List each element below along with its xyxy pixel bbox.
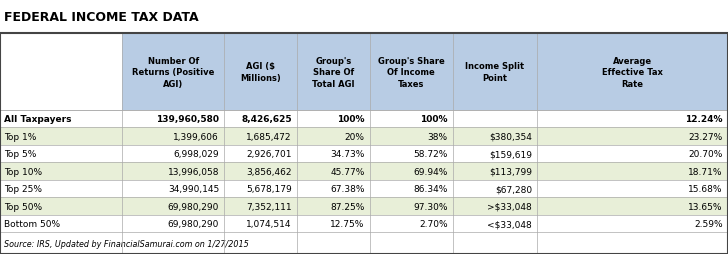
Text: Top 25%: Top 25% [4, 184, 42, 193]
Text: 18.71%: 18.71% [689, 167, 723, 176]
Bar [0, 110, 728, 128]
Text: All Taxpayers: All Taxpayers [4, 115, 72, 124]
Text: 15.68%: 15.68% [689, 184, 723, 193]
Text: Top 1%: Top 1% [4, 132, 36, 141]
Text: 3,856,462: 3,856,462 [246, 167, 292, 176]
Text: 58.72%: 58.72% [414, 150, 448, 158]
Text: 1,399,606: 1,399,606 [173, 132, 219, 141]
Text: 69,980,290: 69,980,290 [167, 219, 219, 228]
Text: 69.94%: 69.94% [414, 167, 448, 176]
Text: 87.25%: 87.25% [331, 202, 365, 211]
Bar [0, 163, 728, 180]
Text: $380,354: $380,354 [489, 132, 532, 141]
Text: 20.70%: 20.70% [689, 150, 723, 158]
Text: 86.34%: 86.34% [414, 184, 448, 193]
Text: >$33,048: >$33,048 [488, 202, 532, 211]
Text: 69,980,290: 69,980,290 [167, 202, 219, 211]
Bar [0, 145, 728, 163]
Text: 34,990,145: 34,990,145 [168, 184, 219, 193]
Text: 23.27%: 23.27% [689, 132, 723, 141]
Text: Top 50%: Top 50% [4, 202, 42, 211]
Text: 2.70%: 2.70% [419, 219, 448, 228]
Text: Bottom 50%: Bottom 50% [4, 219, 60, 228]
Text: 2.59%: 2.59% [695, 219, 723, 228]
Text: 139,960,580: 139,960,580 [156, 115, 219, 124]
Text: 7,352,111: 7,352,111 [246, 202, 292, 211]
Text: Income Split
Point: Income Split Point [465, 62, 525, 83]
Text: 8,426,625: 8,426,625 [241, 115, 292, 124]
Bar [0, 232, 728, 254]
Bar [122, 34, 728, 110]
Bar [0, 198, 728, 215]
Text: Average
Effective Tax
Rate: Average Effective Tax Rate [602, 56, 663, 88]
Text: 5,678,179: 5,678,179 [246, 184, 292, 193]
Text: $159,619: $159,619 [489, 150, 532, 158]
Text: 1,074,514: 1,074,514 [246, 219, 292, 228]
Text: <$33,048: <$33,048 [488, 219, 532, 228]
Text: FEDERAL INCOME TAX DATA: FEDERAL INCOME TAX DATA [4, 11, 198, 24]
Text: 45.77%: 45.77% [331, 167, 365, 176]
Text: AGI ($
Millions): AGI ($ Millions) [240, 62, 281, 83]
Text: Number Of
Returns (Positive
AGI): Number Of Returns (Positive AGI) [132, 56, 215, 88]
Bar [0, 215, 728, 232]
Text: Group's Share
Of Income
Taxes: Group's Share Of Income Taxes [378, 56, 445, 88]
Text: 100%: 100% [337, 115, 365, 124]
Text: 1,685,472: 1,685,472 [246, 132, 292, 141]
Text: Source: IRS, Updated by FinancialSamurai.com on 1/27/2015: Source: IRS, Updated by FinancialSamurai… [4, 239, 249, 248]
Text: $113,799: $113,799 [489, 167, 532, 176]
Text: 12.75%: 12.75% [331, 219, 365, 228]
Text: $67,280: $67,280 [495, 184, 532, 193]
Text: 38%: 38% [427, 132, 448, 141]
Text: 2,926,701: 2,926,701 [246, 150, 292, 158]
Text: 6,998,029: 6,998,029 [173, 150, 219, 158]
Bar [0, 180, 728, 198]
Text: Top 5%: Top 5% [4, 150, 36, 158]
Text: 34.73%: 34.73% [331, 150, 365, 158]
Bar [0, 128, 728, 145]
Text: Top 10%: Top 10% [4, 167, 42, 176]
Text: Group's
Share Of
Total AGI: Group's Share Of Total AGI [312, 56, 355, 88]
Text: 13,996,058: 13,996,058 [167, 167, 219, 176]
Text: 12.24%: 12.24% [685, 115, 723, 124]
Text: 100%: 100% [420, 115, 448, 124]
Text: 97.30%: 97.30% [414, 202, 448, 211]
Text: 13.65%: 13.65% [689, 202, 723, 211]
Text: 20%: 20% [345, 132, 365, 141]
Text: 67.38%: 67.38% [331, 184, 365, 193]
